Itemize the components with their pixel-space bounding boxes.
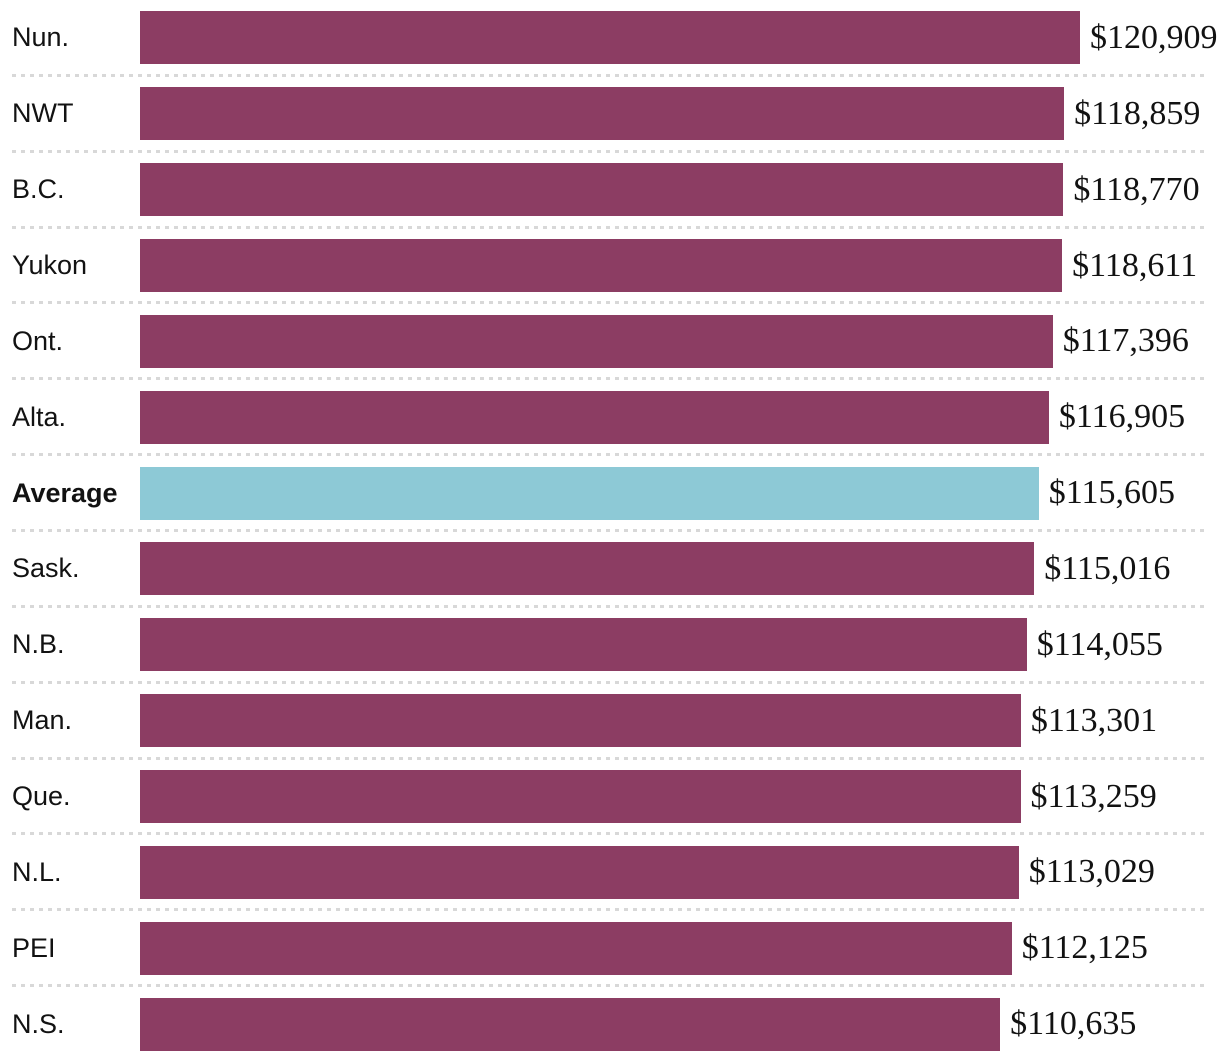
chart-row: N.L. $113,029 (0, 834, 1220, 912)
category-label: Ont. (12, 325, 64, 356)
chart-row: N.S. $110,635 (0, 986, 1220, 1062)
chart-row: N.B. $114,055 (0, 607, 1220, 684)
category-label: Average (12, 477, 118, 508)
value-label: $118,770 (1073, 170, 1200, 208)
chart-row: Nun. $120,909 (0, 0, 1220, 77)
value-label: $117,396 (1062, 322, 1189, 360)
value-bar (140, 390, 1049, 444)
value-bar (140, 845, 1019, 899)
category-label: Alta. (12, 401, 67, 432)
chart-row: Ont. $117,396 (0, 303, 1220, 381)
value-label: $115,016 (1044, 549, 1171, 587)
category-label: N.L. (12, 856, 62, 887)
value-bar (140, 770, 1021, 824)
value-label: $118,611 (1072, 246, 1198, 284)
chart-row: Yukon $118,611 (0, 228, 1220, 305)
category-label: NWT (12, 98, 74, 129)
value-bar (140, 87, 1065, 141)
value-label: $113,301 (1030, 701, 1158, 739)
value-label: $115,605 (1048, 474, 1176, 512)
category-label: N.B. (12, 629, 65, 660)
value-label: $120,909 (1090, 18, 1218, 56)
category-label: Que. (12, 781, 71, 812)
value-label: $114,055 (1036, 625, 1163, 663)
chart-row: B.C. $118,770 (0, 152, 1220, 229)
value-label: $112,125 (1021, 929, 1148, 967)
value-bar (140, 694, 1021, 748)
value-bar (140, 314, 1053, 368)
chart-row: Average $115,605 (0, 455, 1220, 532)
value-bar (140, 239, 1063, 292)
chart-row: PEI $112,125 (0, 910, 1220, 988)
value-bar (140, 997, 1001, 1051)
value-label: $118,859 (1074, 94, 1201, 132)
category-label: Yukon (12, 250, 88, 280)
category-label: B.C. (12, 174, 65, 205)
value-bar (140, 11, 1080, 65)
value-label: $116,905 (1058, 398, 1186, 436)
category-label: Nun. (12, 22, 70, 53)
category-label: PEI (12, 932, 56, 963)
category-label: N.S. (12, 1008, 65, 1039)
category-label: Man. (12, 705, 73, 736)
average-bar (140, 466, 1039, 520)
value-label: $113,029 (1028, 853, 1155, 891)
category-label: Sask. (12, 553, 80, 584)
value-bar (140, 163, 1064, 217)
chart-row: Man. $113,301 (0, 683, 1220, 760)
chart-row: Alta. $116,905 (0, 379, 1220, 457)
value-bar (140, 618, 1027, 672)
value-label: $113,259 (1030, 777, 1157, 815)
chart-row: Sask. $115,016 (0, 531, 1220, 608)
value-bar (140, 921, 1012, 975)
value-label: $110,635 (1010, 1005, 1137, 1043)
chart-row: Que. $113,259 (0, 759, 1220, 836)
chart-row: NWT $118,859 (0, 76, 1220, 153)
value-bar (140, 542, 1035, 596)
